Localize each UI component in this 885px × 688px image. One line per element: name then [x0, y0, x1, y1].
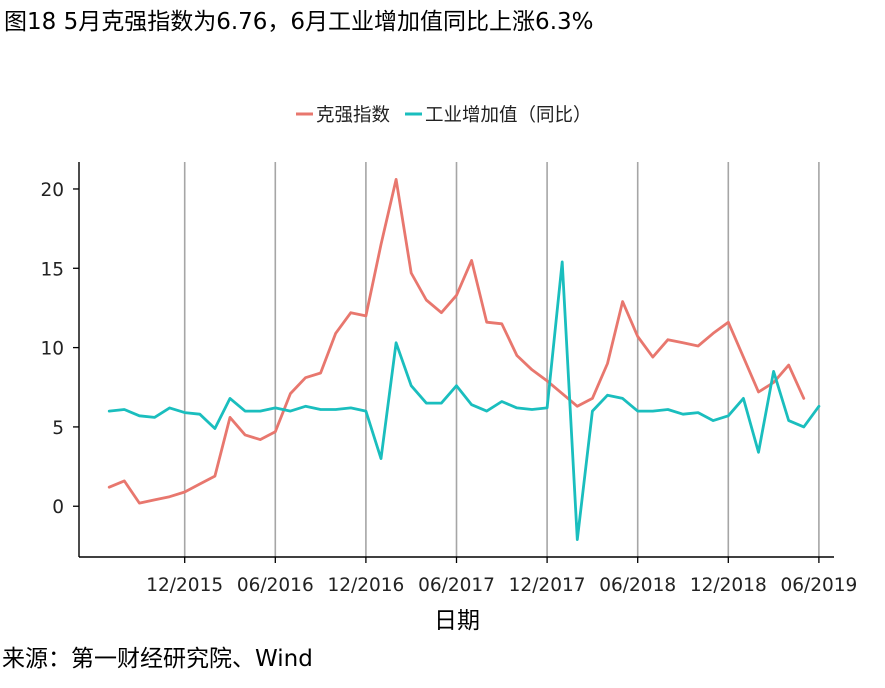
series-line-1 [107, 177, 806, 505]
source-note: 来源：第一财经研究院、Wind [2, 646, 313, 672]
x-tick-label: 12/2017 [509, 575, 586, 596]
legend-label-1: 克强指数 [316, 105, 390, 126]
x-tick-label: 06/2019 [780, 575, 857, 596]
x-axis-title: 日期 [434, 608, 480, 634]
y-tick-label: 5 [52, 418, 64, 439]
y-tick-label: 0 [52, 497, 64, 518]
legend-label-2: 工业增加值（同比） [425, 105, 592, 126]
chart-legend: 克强指数 工业增加值（同比） [296, 105, 592, 126]
x-tick-label: 12/2016 [327, 575, 404, 596]
page-title: 图18 5月克强指数为6.76，6月工业增加值同比上涨6.3% [4, 9, 594, 35]
x-tick-label: 06/2018 [599, 575, 676, 596]
y-ticks: 0 5 10 15 20 [40, 180, 79, 518]
x-tick-label: 06/2017 [418, 575, 495, 596]
x-tick-label: 12/2015 [146, 575, 223, 596]
y-tick-label: 15 [40, 259, 64, 280]
vertical-grid [183, 162, 820, 557]
series-line-2 [107, 260, 821, 541]
y-tick-label: 10 [40, 339, 64, 360]
x-tick-label: 06/2016 [237, 575, 314, 596]
series-lines [107, 177, 821, 541]
x-ticks: 12/2015 06/2016 12/2016 06/2017 12/2017 06/20… [146, 557, 857, 596]
y-tick-label: 20 [40, 180, 64, 201]
x-tick-label: 12/2018 [690, 575, 767, 596]
